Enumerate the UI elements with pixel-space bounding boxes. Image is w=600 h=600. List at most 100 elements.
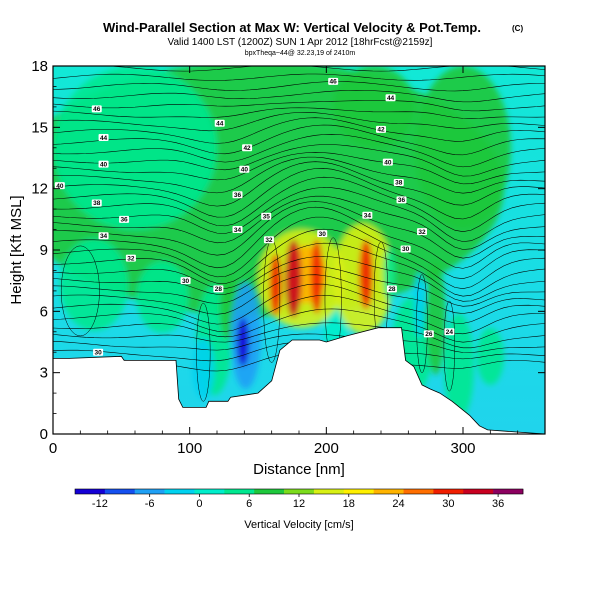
contour-label-text: 34 [234, 227, 242, 234]
contour-label: 40 [98, 160, 109, 168]
contour-label-box [444, 328, 455, 336]
contour-label-text: 32 [127, 255, 135, 262]
x-tick-label: 200 [314, 440, 339, 457]
contour-label: 34 [232, 226, 243, 234]
colorbar-tick-label: 24 [392, 498, 404, 510]
contour-label-box [232, 191, 243, 199]
y-axis-label: Height [Kft MSL] [8, 195, 25, 304]
contour-label-box [382, 158, 393, 166]
isentrope-line [53, 266, 545, 307]
colorbar-swatch [403, 489, 434, 494]
colorbar-swatch [75, 489, 106, 494]
isentrope-line [53, 201, 545, 259]
isentrope-line [53, 283, 545, 325]
contour-label-box [93, 348, 104, 356]
contour-label: 36 [232, 191, 243, 199]
isentrope-line [53, 295, 545, 335]
contour-label-text: 38 [93, 200, 101, 207]
contour-label: 46 [328, 77, 339, 86]
contour-label-text: 28 [388, 286, 396, 293]
velocity-cell [310, 239, 323, 314]
contour-label-box [328, 77, 339, 85]
velocity-cell [426, 260, 446, 375]
contour-label-text: 46 [330, 79, 338, 86]
contour-label-text: 40 [384, 159, 392, 166]
contour-label-text: 36 [234, 192, 242, 199]
contour-label-text: 40 [241, 166, 249, 173]
contour-label: 36 [119, 215, 130, 224]
isentrope-line [53, 161, 545, 207]
contour-label: 42 [376, 125, 386, 134]
isentrope-line [53, 333, 545, 353]
velocity-cell [476, 327, 505, 385]
contour-label: 26 [423, 330, 434, 338]
contour-label-text: 36 [120, 217, 128, 224]
contour-label: 38 [91, 199, 102, 207]
isentrope-line [53, 107, 545, 119]
contour-label-box [98, 134, 109, 142]
contour-label-box [125, 254, 136, 262]
x-tick-label: 0 [49, 440, 57, 457]
isentrope-line [53, 152, 545, 185]
contour-label-box [91, 199, 102, 207]
contour-label-text: 42 [377, 127, 385, 134]
contour-label-box [396, 196, 407, 204]
contour-label-box [423, 330, 434, 338]
isentrope-line [53, 81, 545, 92]
y-tick-label: 0 [40, 426, 48, 443]
contour-label-box [385, 94, 396, 102]
x-tick-label: 100 [177, 440, 202, 457]
contour-label-box [362, 211, 373, 219]
contour-label-text: 30 [319, 231, 327, 238]
isentrope-line [53, 256, 545, 302]
contour-label-box [376, 125, 386, 133]
contour-label-box [386, 285, 397, 293]
velocity-cell [53, 66, 217, 230]
contour-label-box [119, 215, 130, 223]
velocity-contour [60, 245, 100, 337]
colorbar-swatch [373, 489, 404, 494]
velocity-cell [236, 317, 250, 367]
contour-label: 24 [444, 328, 455, 336]
contour-label: 32 [125, 254, 136, 262]
contour-label: 44 [214, 119, 225, 127]
colorbar-swatch [164, 489, 195, 494]
colorbar-tick-label: 0 [196, 498, 202, 510]
colorbar-tick-label: 30 [442, 498, 454, 510]
contour-label-text: 44 [216, 120, 224, 127]
contour-label-text: 28 [215, 286, 223, 293]
contour-labels: 46 46 44 44 44 42 42 40 40 40 40 38 38 36 36 36 35 34 34 32… [54, 77, 455, 356]
isentrope-line [53, 73, 545, 81]
isentrope-line [53, 216, 545, 279]
contour-label-box [317, 230, 328, 238]
contour-label-text: 26 [425, 331, 433, 338]
colorbar-tick-label: -6 [145, 498, 155, 510]
isentrope-line [53, 124, 545, 156]
colorbar: -12 -6 0 6 12 18 24 30 36 [74, 488, 524, 510]
y-tick-label: 12 [31, 181, 48, 198]
x-axis-label: Distance [nm] [253, 461, 345, 478]
contour-label: 46 [91, 105, 102, 113]
colorbar-tick-label: 6 [246, 498, 252, 510]
contour-label-text: 40 [100, 161, 108, 168]
y-tick-label: 9 [40, 242, 48, 259]
contour-label: 32 [263, 236, 274, 244]
contour-label-box [239, 165, 250, 173]
velocity-cell [333, 66, 416, 148]
contour-label-box [393, 179, 404, 187]
isentrope-line [53, 134, 545, 168]
x-tick-label: 300 [450, 440, 475, 457]
isentrope-line [53, 156, 545, 194]
chart-title: Wind-Parallel Section at Max W: Vertical… [103, 20, 481, 35]
isentrope-line [53, 144, 545, 177]
colorbar-label: Vertical Velocity [cm/s] [244, 519, 353, 531]
contour-label: 30 [93, 348, 104, 356]
isentrope-line [53, 66, 545, 72]
contour-label-text: 34 [364, 212, 372, 219]
contour-label-text: 46 [93, 106, 101, 113]
contour-label-box [91, 105, 102, 113]
chart-subtitle-2: bpxTheqa~44@ 32.23,19 of 2410m [245, 50, 356, 57]
velocity-contour [416, 274, 428, 373]
contour-label-box [214, 119, 225, 127]
